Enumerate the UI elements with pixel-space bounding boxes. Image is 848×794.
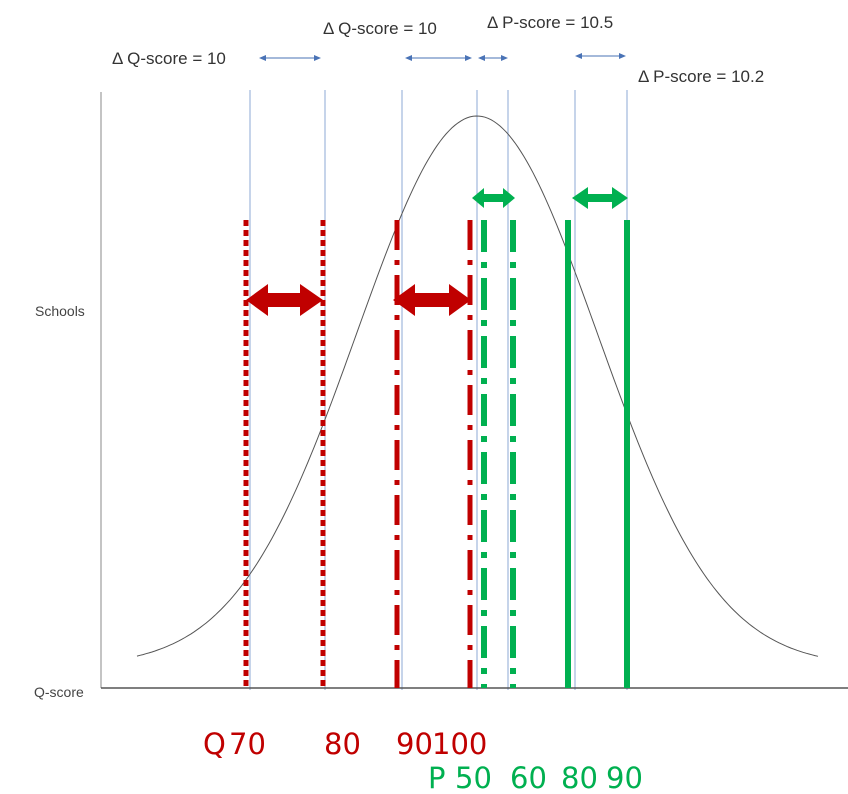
q-scale-prefix: Q [203,727,226,761]
delta-arrows [259,53,626,61]
p80-90-double-arrow [572,187,628,209]
q-tick-70: 70 [229,727,266,761]
q-tick-80: 80 [324,727,361,761]
delta-q-left-label: Δ Q-score = 10 [112,49,226,68]
delta-q-mid-label: Δ Q-score = 10 [323,19,437,38]
p-tick-60: 60 [510,761,547,794]
q70-80-double-arrow [246,284,323,316]
y-axis-label: Schools [35,303,85,319]
p-tick-50: 50 [455,761,492,794]
p50-60-double-arrow [472,188,515,208]
delta-p-right-label: Δ P-score = 10.2 [638,67,764,86]
p-score-lines [481,220,630,688]
q-tick-90: 90 [396,727,433,761]
p-tick-80: 80 [561,761,598,794]
q-range-arrows [246,284,471,316]
q-score-lines [243,220,473,688]
q-tick-100: 100 [432,727,487,761]
reference-lines [249,90,628,690]
p-tick-90: 90 [606,761,643,794]
x-axis-label-clipped: Q-score [34,684,84,700]
p-scale-prefix: P [428,761,446,794]
delta-p-top-label: Δ P-score = 10.5 [487,13,613,32]
p-range-arrows [472,187,628,209]
q90-100-double-arrow [393,284,471,316]
bell-curve [136,115,819,657]
